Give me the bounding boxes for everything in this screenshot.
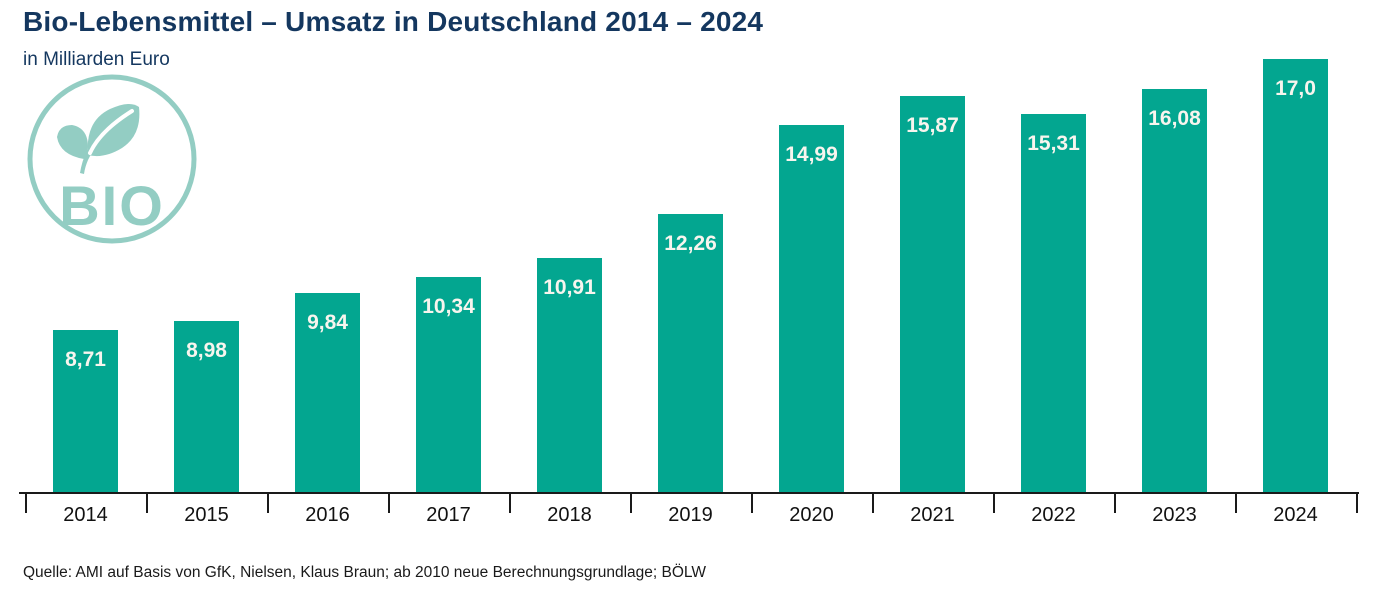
axis-tick — [993, 493, 995, 513]
bar-value-label: 14,99 — [785, 143, 838, 166]
x-tick-label-2023: 2023 — [1152, 504, 1197, 526]
plot-area: 8,71 8,98 9,84 10,34 10,91 12,26 14,99 15,87 15,… — [25, 53, 1356, 493]
bar-2021: 15,87 — [900, 96, 965, 493]
leaf-vein — [88, 109, 134, 155]
axis-tick — [751, 493, 753, 513]
axis-tick — [872, 493, 874, 513]
bar-2014: 8,71 — [53, 330, 118, 493]
axis-tick — [25, 493, 27, 513]
bar-value-label: 9,84 — [307, 311, 348, 334]
bar-value-label: 8,98 — [186, 339, 227, 362]
axis-tick — [509, 493, 511, 513]
x-axis-labels: 2014 2015 2016 2017 2018 2019 2020 2021 2022 2023… — [25, 504, 1356, 527]
bar-2022: 15,31 — [1021, 114, 1086, 493]
x-tick-label-2020: 2020 — [789, 504, 834, 526]
x-tick-label-2014: 2014 — [63, 504, 108, 526]
x-tick-label-2021: 2021 — [910, 504, 955, 526]
bar-value-label: 15,87 — [906, 114, 959, 137]
axis-tick — [146, 493, 148, 513]
bar-2018: 10,91 — [537, 258, 602, 493]
bar-2017: 10,34 — [416, 277, 481, 493]
logo-text: BIO — [59, 174, 165, 237]
bar-2023: 16,08 — [1142, 89, 1207, 493]
axis-tick — [1114, 493, 1116, 513]
bar-value-label: 15,31 — [1027, 132, 1080, 155]
source-note: Quelle: AMI auf Basis von GfK, Nielsen, … — [23, 564, 706, 581]
logo-circle-icon — [27, 74, 197, 244]
bar-value-label: 10,34 — [422, 295, 475, 318]
axis-tick — [630, 493, 632, 513]
x-tick-label-2017: 2017 — [426, 504, 471, 526]
x-tick-label-2019: 2019 — [668, 504, 713, 526]
bar-2020: 14,99 — [779, 125, 844, 493]
axis-tick — [1235, 493, 1237, 513]
axis-tick — [388, 493, 390, 513]
bar-2015: 8,98 — [174, 321, 239, 493]
x-tick-label-2024: 2024 — [1273, 504, 1318, 526]
bar-2016: 9,84 — [295, 293, 360, 493]
x-tick-label-2022: 2022 — [1031, 504, 1076, 526]
bar-2019: 12,26 — [658, 214, 723, 493]
x-axis-ticks — [25, 493, 1358, 514]
axis-tick — [1356, 493, 1358, 513]
x-tick-label-2015: 2015 — [184, 504, 229, 526]
bar-value-label: 12,26 — [664, 232, 717, 255]
chart-title: Bio-Lebensmittel – Umsatz in Deutschland… — [23, 6, 764, 37]
bar-2024: 17,0 — [1263, 59, 1328, 493]
bar-value-label: 16,08 — [1148, 107, 1201, 130]
bar-value-label: 10,91 — [543, 276, 596, 299]
x-tick-label-2018: 2018 — [547, 504, 592, 526]
x-axis-line — [19, 492, 1359, 494]
bio-logo: BIO — [27, 74, 197, 244]
chart-subtitle: in Milliarden Euro — [23, 49, 170, 70]
x-tick-label-2016: 2016 — [305, 504, 350, 526]
axis-tick — [267, 493, 269, 513]
bar-value-label: 8,71 — [65, 348, 106, 371]
bar-value-label: 17,0 — [1275, 77, 1316, 100]
